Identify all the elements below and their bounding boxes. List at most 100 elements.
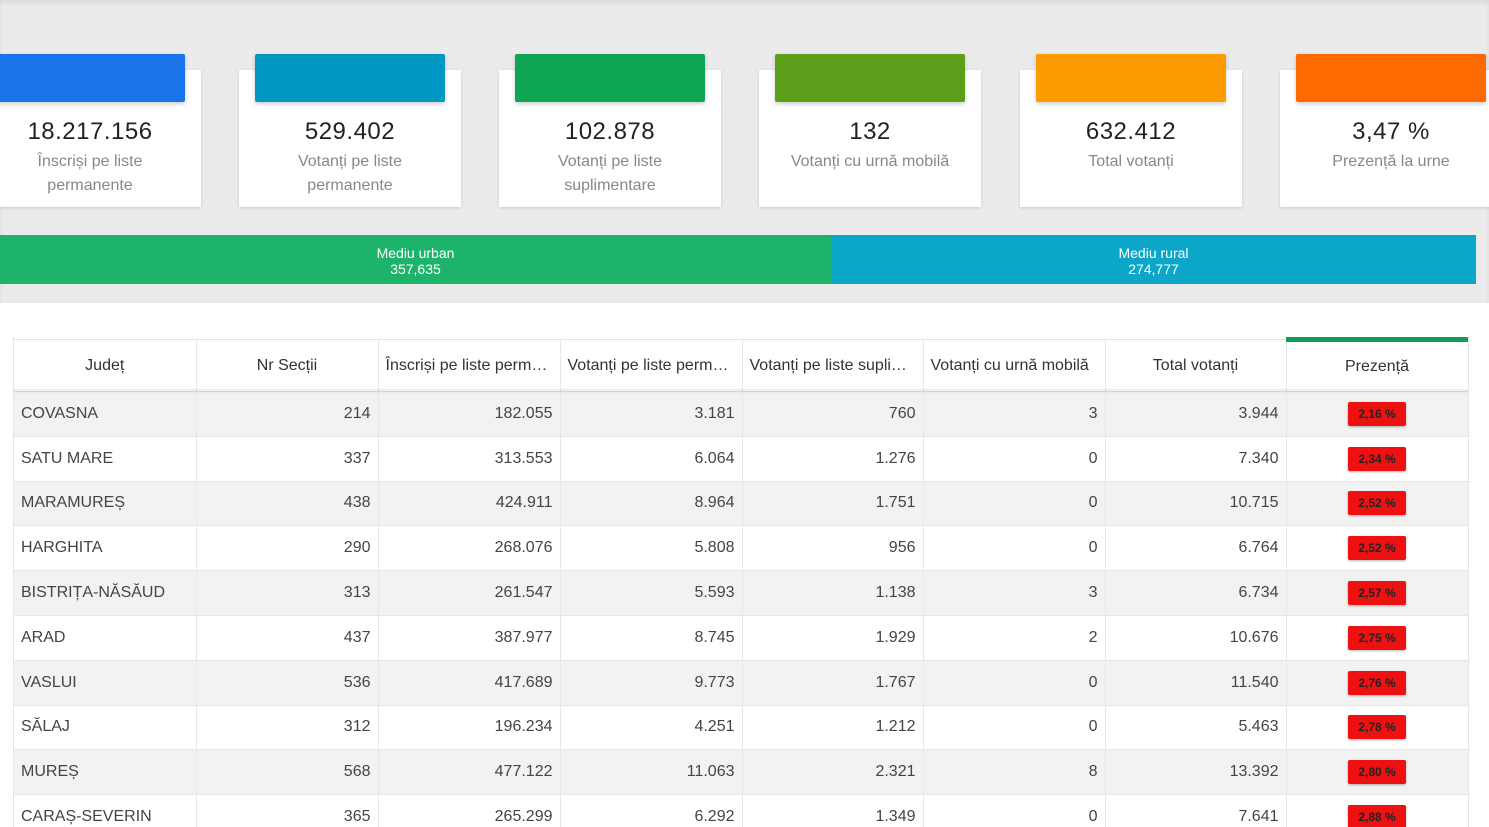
column-header-inscrisi[interactable]: Înscriși pe liste permanente: [378, 339, 561, 392]
urban-environment-bar: Mediu urban 357,635: [0, 235, 831, 284]
cell-total: 13.392: [1105, 749, 1287, 796]
column-header-votanti-permanente[interactable]: Votanți pe liste permanente: [560, 339, 743, 392]
cell-total: 6.764: [1105, 525, 1287, 572]
cell-sectii: 290: [196, 525, 379, 572]
cell-sectii: 312: [196, 705, 379, 751]
cell-prezenta: 2,76 %: [1286, 660, 1468, 706]
cell-supl: 1.751: [742, 481, 924, 527]
cell-perm: 5.593: [560, 570, 743, 616]
presence-badge: 2,88 %: [1348, 805, 1406, 827]
presence-badge: 2,16 %: [1348, 401, 1406, 426]
stat-value: 102.878: [564, 118, 656, 145]
cell-prezenta: 2,16 %: [1286, 391, 1468, 437]
table-row[interactable]: MARAMUREȘ 438 424.911 8.964 1.751 0 10.7…: [14, 481, 1468, 527]
stat-card-color-bar: [1296, 54, 1486, 102]
cell-sectii: 437: [196, 615, 379, 661]
cell-mobila: 0: [923, 660, 1106, 706]
presence-badge: 2,80 %: [1348, 760, 1406, 785]
cell-judet: CARAȘ-SEVERIN: [14, 794, 197, 827]
cell-inscrisi: 424.911: [378, 481, 561, 527]
cell-perm: 9.773: [560, 660, 743, 706]
stat-card-total-votanti: 632.412 Total votanți: [1020, 54, 1242, 207]
column-header-nr-sectii[interactable]: Nr Secții: [196, 339, 379, 392]
cell-sectii: 365: [196, 794, 379, 827]
presence-badge: 2,52 %: [1348, 536, 1406, 561]
urban-value: 357,635: [390, 261, 441, 277]
stat-label: Votanți pe liste permanente: [297, 153, 403, 194]
rural-environment-bar: Mediu rural 274,777: [831, 235, 1476, 284]
cell-judet: MARAMUREȘ: [14, 481, 197, 527]
cell-prezenta: 2,80 %: [1286, 749, 1468, 796]
cell-mobila: 0: [923, 525, 1106, 572]
cell-perm: 8.745: [560, 615, 743, 661]
cell-perm: 3.181: [560, 391, 743, 437]
stat-value: 632.412: [1085, 118, 1177, 145]
column-header-urna-mobila[interactable]: Votanți cu urnă mobilă: [923, 339, 1106, 392]
cell-total: 10.676: [1105, 615, 1287, 661]
table-row[interactable]: ARAD 437 387.977 8.745 1.929 2 10.676 2,…: [14, 615, 1468, 661]
county-table: Județ Nr Secții Înscriși pe liste perman…: [13, 337, 1469, 827]
cell-supl: 1.276: [742, 436, 924, 482]
cell-perm: 5.808: [560, 525, 743, 572]
summary-area: 18.217.156 Înscriși pe liste permanente …: [0, 0, 1489, 303]
table-row[interactable]: MUREȘ 568 477.122 11.063 2.321 8 13.392 …: [14, 749, 1468, 796]
column-header-prezenta[interactable]: Prezență: [1286, 337, 1468, 392]
cell-mobila: 0: [923, 436, 1106, 482]
stat-card-color-bar: [515, 54, 705, 102]
table-row[interactable]: SĂLAJ 312 196.234 4.251 1.212 0 5.463 2,…: [14, 705, 1468, 751]
stat-card-votanti-permanente: 529.402 Votanți pe liste permanente: [239, 54, 461, 207]
cell-perm: 4.251: [560, 705, 743, 751]
stat-label: Înscriși pe liste permanente: [37, 153, 143, 194]
stat-value: 3,47 %: [1352, 118, 1430, 145]
cell-prezenta: 2,52 %: [1286, 525, 1468, 572]
cell-perm: 6.064: [560, 436, 743, 482]
cell-perm: 6.292: [560, 794, 743, 827]
rural-value: 274,777: [1128, 261, 1179, 277]
cell-perm: 8.964: [560, 481, 743, 527]
cell-inscrisi: 417.689: [378, 660, 561, 706]
cell-supl: 1.212: [742, 705, 924, 751]
table-row[interactable]: HARGHITA 290 268.076 5.808 956 0 6.764 2…: [14, 525, 1468, 572]
cell-judet: BISTRIȚA-NĂSĂUD: [14, 570, 197, 616]
stat-card-color-bar: [0, 54, 185, 102]
cell-total: 10.715: [1105, 481, 1287, 527]
table-row[interactable]: CARAȘ-SEVERIN 365 265.299 6.292 1.349 0 …: [14, 794, 1468, 827]
cell-inscrisi: 477.122: [378, 749, 561, 796]
cell-judet: ARAD: [14, 615, 197, 661]
cell-total: 5.463: [1105, 705, 1287, 751]
cell-inscrisi: 268.076: [378, 525, 561, 572]
table-row[interactable]: COVASNA 214 182.055 3.181 760 3 3.944 2,…: [14, 391, 1468, 437]
column-header-judet[interactable]: Județ: [14, 339, 197, 392]
cell-sectii: 214: [196, 391, 379, 437]
table-row[interactable]: VASLUI 536 417.689 9.773 1.767 0 11.540 …: [14, 660, 1468, 706]
cell-sectii: 337: [196, 436, 379, 482]
stat-card-inscrisi: 18.217.156 Înscriși pe liste permanente: [0, 54, 201, 207]
table-row[interactable]: BISTRIȚA-NĂSĂUD 313 261.547 5.593 1.138 …: [14, 570, 1468, 616]
presence-badge: 2,34 %: [1348, 446, 1406, 471]
cell-sectii: 568: [196, 749, 379, 796]
urban-label: Mediu urban: [376, 245, 455, 261]
cell-inscrisi: 265.299: [378, 794, 561, 827]
cell-inscrisi: 387.977: [378, 615, 561, 661]
cell-judet: MUREȘ: [14, 749, 197, 796]
stat-card-prezenta: 3,47 % Prezență la urne: [1280, 54, 1489, 207]
stat-label: Votanți cu urnă mobilă: [790, 153, 950, 170]
cell-supl: 1.138: [742, 570, 924, 616]
cell-supl: 2.321: [742, 749, 924, 796]
stat-value: 132: [849, 118, 891, 145]
cell-inscrisi: 261.547: [378, 570, 561, 616]
column-header-votanti-suplimentare[interactable]: Votanți pe liste suplimentare: [742, 339, 924, 392]
cell-inscrisi: 196.234: [378, 705, 561, 751]
cell-judet: VASLUI: [14, 660, 197, 706]
cell-prezenta: 2,57 %: [1286, 570, 1468, 616]
cell-judet: SATU MARE: [14, 436, 197, 482]
table-row[interactable]: SATU MARE 337 313.553 6.064 1.276 0 7.34…: [14, 436, 1468, 482]
column-header-total-votanti[interactable]: Total votanți: [1105, 339, 1287, 392]
stat-card-color-bar: [1036, 54, 1226, 102]
cell-total: 7.641: [1105, 794, 1287, 827]
stat-card-urna-mobila: 132 Votanți cu urnă mobilă: [759, 54, 981, 207]
stat-card-votanti-suplimentare: 102.878 Votanți pe liste suplimentare: [499, 54, 721, 207]
cell-mobila: 0: [923, 794, 1106, 827]
cell-judet: COVASNA: [14, 391, 197, 437]
cell-judet: SĂLAJ: [14, 705, 197, 751]
